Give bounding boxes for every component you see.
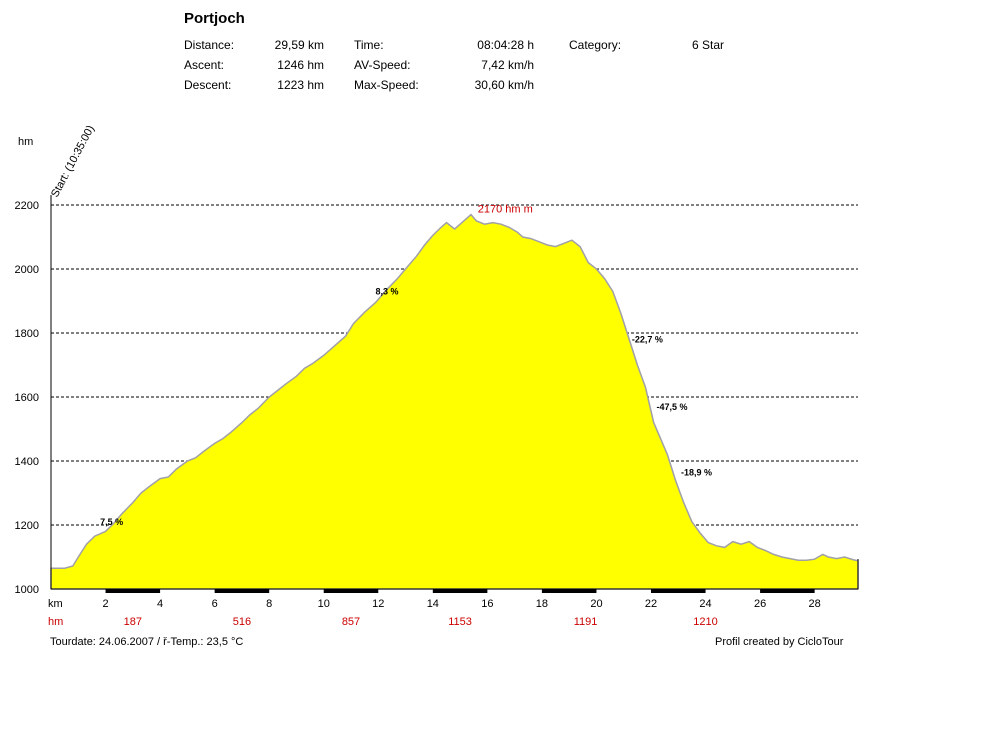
page-title: Portjoch	[184, 10, 245, 27]
x-tick-label: 18	[536, 598, 548, 610]
km-band	[214, 589, 270, 593]
x-tick-label: 26	[754, 598, 766, 610]
av-speed-value: 7,42 km/h	[481, 58, 534, 72]
max-speed-label: Max-Speed:	[354, 78, 419, 92]
grade-label: 8,3 %	[376, 287, 399, 297]
hm-row-value: 516	[233, 616, 251, 628]
x-axis-label: km	[48, 598, 63, 610]
x-tick-label: 2	[102, 598, 108, 610]
distance-label: Distance:	[184, 38, 235, 52]
x-tick-label: 16	[481, 598, 493, 610]
x-tick-label: 10	[318, 598, 330, 610]
tourdate-text: Tourdate: 24.06.2007 / ř-Temp.: 23,5 °C	[50, 636, 244, 648]
x-tick-label: 24	[699, 598, 711, 610]
category-label: Category:	[569, 38, 622, 52]
x-tick-label: 28	[809, 598, 821, 610]
time-value: 08:04:28 h	[477, 38, 534, 52]
grade-label: -47,5 %	[656, 402, 687, 412]
max-speed-value: 30,60 km/h	[474, 78, 534, 92]
descent-value: 1223 hm	[277, 78, 324, 92]
gridlines	[51, 204, 858, 526]
y-tick-label: 2000	[15, 264, 39, 276]
km-band	[541, 589, 597, 593]
descent-label: Descent:	[184, 78, 232, 92]
max-elevation-label: 2170 hm m	[478, 204, 533, 216]
y-tick-label: 1200	[15, 520, 39, 532]
km-band	[760, 589, 815, 593]
km-band	[323, 589, 379, 593]
time-label: Time:	[354, 38, 384, 52]
hm-row-value: 857	[342, 616, 360, 628]
hm-row-value: 1153	[448, 616, 472, 628]
y-tick-label: 1400	[15, 456, 39, 468]
x-tick-label: 8	[266, 598, 272, 610]
av-speed-label: AV-Speed:	[354, 58, 411, 72]
grade-label: -18,9 %	[681, 467, 712, 477]
km-band	[651, 589, 706, 593]
x-tick-label: 6	[212, 598, 218, 610]
hm-row-value: 1191	[574, 616, 598, 628]
y-tick-label: 2200	[15, 200, 39, 212]
x-tick-label: 4	[157, 598, 163, 610]
x-tick-label: 22	[645, 598, 657, 610]
elevation-area	[50, 213, 859, 590]
x-tick-label: 14	[427, 598, 439, 610]
x-tick-label: 12	[372, 598, 384, 610]
km-band	[432, 589, 488, 593]
ascent-label: Ascent:	[184, 58, 225, 72]
hm-row-label: hm	[48, 616, 63, 628]
credit-text: Profil created by CicloTour	[715, 636, 844, 648]
y-tick-label: 1800	[15, 328, 39, 340]
y-axis-label: hm	[18, 136, 33, 148]
y-tick-label: 1000	[15, 584, 39, 596]
km-band	[105, 589, 161, 593]
ascent-value: 1246 hm	[277, 58, 324, 72]
category-value: 6 Star	[692, 38, 725, 52]
hm-row-value: 1210	[693, 616, 717, 628]
x-tick-label: 20	[590, 598, 602, 610]
grade-label: 7,5 %	[100, 517, 123, 527]
grade-label: -22,7 %	[632, 335, 663, 345]
start-label: Start: (10:35:00)	[49, 124, 97, 200]
y-tick-label: 1600	[15, 392, 39, 404]
hm-row-value: 187	[124, 616, 142, 628]
distance-value: 29,59 km	[274, 38, 324, 52]
